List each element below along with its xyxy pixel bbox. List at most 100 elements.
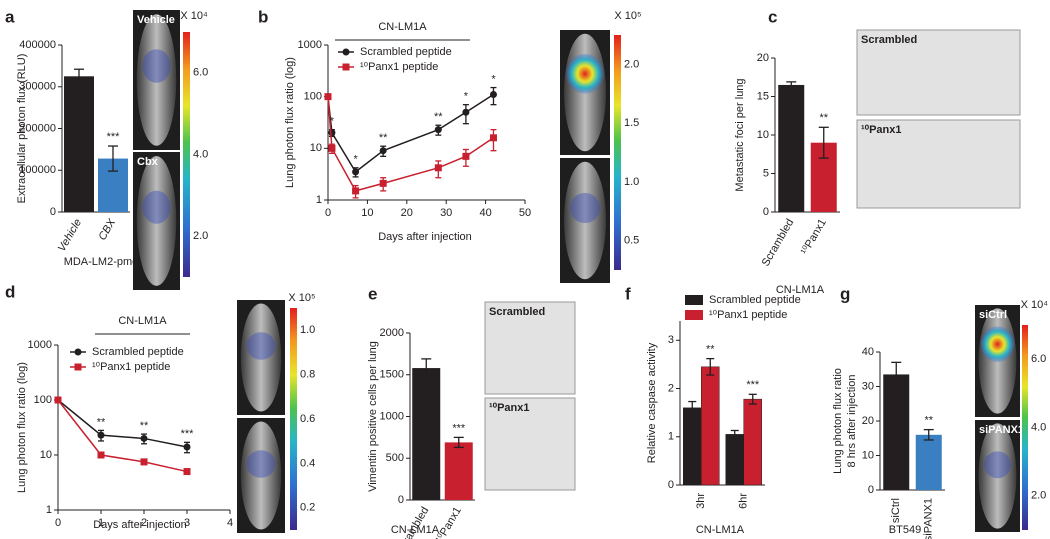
annotation: * xyxy=(353,154,358,166)
legend-swatch xyxy=(685,295,703,305)
image-body xyxy=(564,161,606,280)
image-label: ¹⁰Panx1 xyxy=(861,124,901,136)
colorbar-label: 2.0 xyxy=(1031,490,1046,502)
legend-label: ¹⁰Panx1 peptide xyxy=(92,361,170,373)
colorbar-title: X 10⁵ xyxy=(288,292,315,304)
x-axis-label: Days after injection xyxy=(378,231,472,243)
legend-marker xyxy=(342,63,350,71)
image-signal xyxy=(566,53,604,94)
image xyxy=(856,119,1021,209)
point xyxy=(434,126,442,134)
y-tick-label: 400000 xyxy=(19,39,56,51)
image-body xyxy=(240,303,282,412)
bracket-label: CN-LM1A xyxy=(378,21,427,33)
bar xyxy=(725,434,744,486)
colorbar-label: 2.0 xyxy=(624,58,639,70)
annotation: ** xyxy=(97,416,106,428)
annotation: *** xyxy=(181,428,195,440)
y-tick-label: 0 xyxy=(50,206,56,218)
colorbar xyxy=(183,32,190,277)
y-tick-label: 10 xyxy=(40,449,52,461)
y-tick-label: 40 xyxy=(862,346,874,358)
x-tick-label: 30 xyxy=(440,207,452,219)
legend-label: Scrambled peptide xyxy=(709,294,801,306)
panel-letter: f xyxy=(625,284,631,303)
annotation: *** xyxy=(452,422,466,434)
image-label: siCtrl xyxy=(979,309,1007,321)
image-body xyxy=(136,14,177,146)
annotation: * xyxy=(464,91,469,103)
image-body xyxy=(978,423,1017,529)
x-tick-label: ¹⁰Panx1 xyxy=(434,505,464,539)
point xyxy=(462,152,470,160)
y-tick-label: 2000 xyxy=(380,327,404,339)
x-tick-label: 3 xyxy=(184,517,190,529)
x-tick-label: siCtrl xyxy=(890,498,902,523)
x-tick-label: 2 xyxy=(141,517,147,529)
y-tick-label: 15 xyxy=(757,90,769,102)
y-tick-label: 20 xyxy=(757,52,769,64)
y-axis-label: Lung photon flux ratio (log) xyxy=(16,362,28,493)
y-tick-label: 100 xyxy=(304,91,322,103)
x-tick-label: 50 xyxy=(519,207,531,219)
point xyxy=(489,134,497,142)
x-tick-label: Scrambled xyxy=(760,217,797,269)
bar xyxy=(683,407,702,486)
image-label: Cbx xyxy=(137,156,159,168)
y-tick-label: 1 xyxy=(668,431,674,443)
bar xyxy=(64,76,94,212)
legend-marker xyxy=(74,363,82,371)
panel-letter: c xyxy=(768,7,777,26)
panel-letter: d xyxy=(5,282,15,301)
point xyxy=(352,187,360,195)
image-signal xyxy=(246,450,276,478)
point xyxy=(352,168,360,176)
x-tick-label: 20 xyxy=(401,207,413,219)
y-tick-label: 5 xyxy=(763,167,769,179)
legend-swatch xyxy=(685,310,703,320)
y-axis-label: Extracellular photon flux (RLU) xyxy=(16,54,28,204)
point xyxy=(379,147,387,155)
x-tick-label: siPANX1 xyxy=(923,498,935,539)
image-label: Scrambled xyxy=(861,34,917,46)
x-tick-label: 6hr xyxy=(738,493,750,509)
image-body xyxy=(240,421,282,530)
legend-label: Scrambled peptide xyxy=(360,46,452,58)
point xyxy=(462,108,470,116)
y-axis-label: 8 hrs after injection xyxy=(846,375,858,468)
annotation: ** xyxy=(706,344,715,356)
image-signal xyxy=(142,49,171,83)
image xyxy=(856,29,1021,116)
annotation: ** xyxy=(819,112,828,124)
colorbar-title: X 10⁵ xyxy=(614,10,641,22)
x-tick-label: ¹⁰Panx1 xyxy=(799,217,829,257)
bar xyxy=(743,398,762,486)
annotation: ** xyxy=(924,415,933,427)
annotation: ** xyxy=(379,132,388,144)
x-tick-label: 10 xyxy=(361,207,373,219)
x-tick-label: 40 xyxy=(479,207,491,219)
y-tick-label: 1000 xyxy=(298,39,322,51)
annotation: * xyxy=(491,73,496,85)
point xyxy=(183,468,191,476)
y-tick-label: 0 xyxy=(668,479,674,491)
y-tick-label: 300000 xyxy=(19,81,56,93)
legend-label: Scrambled peptide xyxy=(92,346,184,358)
panel-letter: g xyxy=(840,284,850,303)
y-tick-label: 30 xyxy=(862,380,874,392)
point xyxy=(183,443,191,451)
x-axis-label: Days after injection xyxy=(93,519,187,531)
x-tick-label: 0 xyxy=(55,517,61,529)
point xyxy=(324,93,332,101)
y-tick-label: 1000 xyxy=(380,410,404,422)
image-signal xyxy=(142,190,171,224)
legend-label: ¹⁰Panx1 peptide xyxy=(360,61,438,73)
y-tick-label: 0 xyxy=(398,494,404,506)
colorbar-label: 0.5 xyxy=(624,235,639,247)
y-tick-label: 200000 xyxy=(19,122,56,134)
colorbar xyxy=(290,308,297,530)
y-tick-label: 10 xyxy=(862,449,874,461)
bar xyxy=(915,434,942,490)
y-tick-label: 1000 xyxy=(28,339,52,351)
bar xyxy=(778,84,805,212)
